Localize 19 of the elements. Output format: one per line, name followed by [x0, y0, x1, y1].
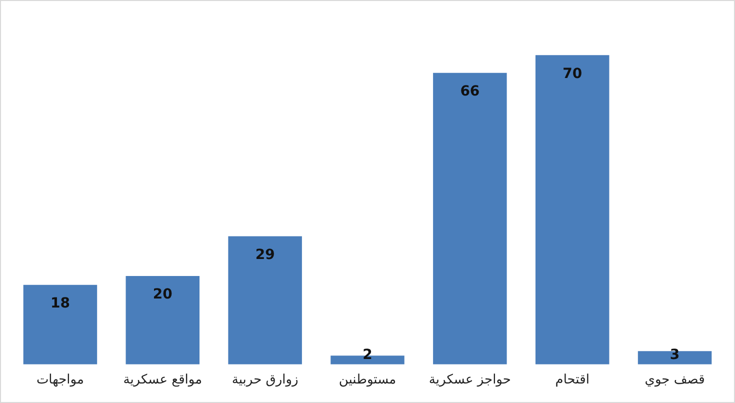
x-tick-label: اقتحام [555, 372, 590, 388]
bar [433, 72, 507, 364]
data-label: 2 [362, 347, 372, 364]
x-tick-label: مواقع عسكرية [123, 372, 202, 388]
x-tick-label: مواجهات [36, 372, 84, 388]
x-tick-label: قصف جوي [644, 372, 705, 388]
bar [23, 284, 98, 364]
data-label: 70 [562, 66, 582, 82]
data-label: 20 [152, 286, 173, 303]
data-label: 29 [255, 246, 275, 263]
bar [535, 55, 610, 364]
bar [126, 276, 200, 364]
x-tick-label: حواجز عسكرية [428, 372, 511, 388]
x-tick-label: زوارق حربية [232, 372, 298, 388]
x-tick-label: مستوطنين [338, 372, 396, 388]
data-label: 18 [50, 296, 70, 312]
data-label: 66 [460, 83, 480, 100]
bar [228, 236, 302, 364]
data-label: 3 [670, 347, 680, 364]
